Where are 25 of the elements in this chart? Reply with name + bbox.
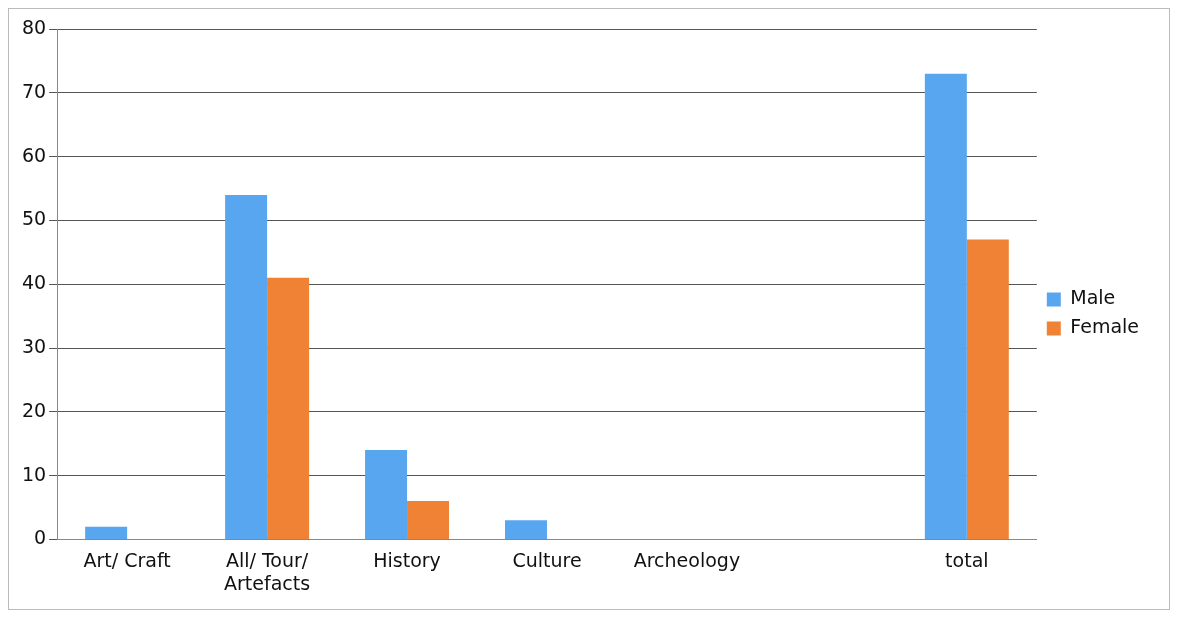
legend-label: Female xyxy=(1070,315,1139,338)
bar xyxy=(924,73,967,539)
y-tick-label: 20 xyxy=(21,398,47,421)
bar xyxy=(267,277,310,539)
x-tick-label: Archeology xyxy=(633,548,741,571)
x-tick-label: History xyxy=(373,548,441,571)
bar xyxy=(966,239,1009,539)
y-tick-label: 80 xyxy=(21,15,47,38)
y-tick-label: 10 xyxy=(21,462,47,485)
bar xyxy=(225,194,268,539)
bar xyxy=(505,520,547,539)
y-tick-label: 40 xyxy=(21,271,47,294)
y-tick-label: 30 xyxy=(21,334,47,357)
x-tick-label: Culture xyxy=(512,548,582,571)
bar xyxy=(365,450,408,539)
y-tick-label: 0 xyxy=(34,526,47,549)
y-tick-label: 50 xyxy=(21,207,47,230)
bar xyxy=(85,526,128,539)
y-tick-label: 70 xyxy=(21,79,47,102)
x-tick-label: All/ Tour/ Artefacts xyxy=(224,548,311,594)
y-tick-label: 60 xyxy=(21,143,47,166)
x-tick-label: total xyxy=(945,548,989,571)
x-tick-label: Art/ Craft xyxy=(83,548,171,571)
legend-label: Male xyxy=(1070,286,1116,309)
bar xyxy=(407,501,450,539)
